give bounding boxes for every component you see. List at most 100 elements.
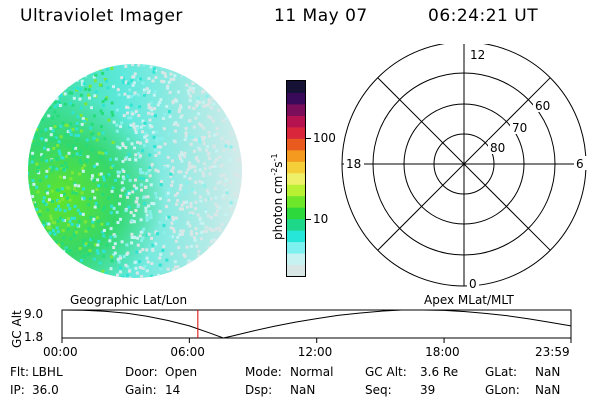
image-pixel: [207, 103, 211, 107]
image-pixel: [28, 230, 32, 234]
image-pixel: [204, 225, 208, 229]
geographic-title: Geographic Lat/Lon: [70, 293, 188, 307]
image-pixel: [58, 64, 61, 66]
image-pixel: [96, 204, 100, 208]
image-pixel: [192, 87, 196, 90]
image-pixel: [187, 122, 191, 126]
image-pixel: [59, 272, 63, 275]
image-pixel: [137, 64, 141, 67]
image-pixel: [212, 228, 216, 232]
image-pixel: [80, 191, 84, 195]
image-pixel: [226, 90, 230, 94]
image-pixel: [134, 209, 138, 212]
image-pixel: [48, 246, 52, 250]
image-pixel: [58, 251, 62, 255]
image-pixel: [74, 191, 78, 195]
image-pixel: [66, 217, 70, 221]
image-pixel: [154, 154, 158, 157]
image-pixel: [60, 242, 64, 246]
image-pixel: [109, 211, 113, 215]
image-pixel: [34, 261, 38, 264]
image-pixel: [181, 207, 185, 211]
image-pixel: [85, 138, 89, 142]
image-pixel: [98, 66, 102, 70]
image-pixel: [227, 97, 231, 101]
image-pixel: [64, 123, 68, 127]
image-pixel: [155, 139, 159, 143]
image-pixel: [67, 259, 71, 263]
image-pixel: [156, 169, 160, 173]
image-pixel: [233, 75, 237, 79]
colorbar-segment: [287, 253, 305, 266]
image-pixel: [140, 239, 144, 243]
image-pixel: [63, 64, 66, 65]
image-pixel: [110, 189, 114, 193]
image-pixel: [74, 146, 78, 150]
image-pixel: [229, 145, 233, 149]
image-pixel: [172, 272, 176, 276]
image-pixel: [176, 236, 180, 239]
image-pixel: [233, 114, 237, 118]
image-pixel: [163, 72, 167, 76]
image-pixel: [159, 197, 162, 201]
image-pixel: [90, 177, 94, 181]
image-pixel: [64, 134, 68, 138]
image-pixel: [188, 94, 192, 98]
image-pixel: [151, 79, 155, 83]
image-pixel: [175, 216, 178, 220]
image-pixel: [95, 138, 99, 142]
image-pixel: [196, 274, 200, 278]
image-pixel: [213, 161, 217, 164]
image-pixel: [57, 261, 61, 265]
image-pixel: [78, 152, 82, 156]
image-pixel: [112, 233, 116, 237]
image-pixel: [205, 94, 209, 98]
image-pixel: [56, 230, 60, 234]
image-pixel: [116, 88, 120, 92]
image-pixel: [166, 86, 170, 90]
image-pixel: [55, 188, 59, 192]
image-pixel: [69, 177, 73, 181]
image-pixel: [45, 105, 49, 109]
image-pixel: [58, 175, 62, 179]
image-pixel: [206, 197, 210, 201]
image-pixel: [64, 64, 68, 65]
image-pixel: [28, 250, 30, 254]
image-pixel: [85, 69, 89, 73]
image-pixel: [196, 278, 199, 281]
image-pixel: [196, 213, 200, 217]
image-pixel: [170, 180, 174, 184]
image-pixel: [233, 127, 237, 131]
image-pixel: [244, 194, 247, 197]
lat-label-70: 70: [512, 121, 527, 135]
image-pixel: [213, 187, 217, 190]
image-pixel: [150, 262, 154, 265]
image-pixel: [44, 128, 48, 132]
image-pixel: [240, 141, 242, 145]
image-pixel: [205, 267, 209, 271]
image-pixel: [125, 156, 129, 160]
image-pixel: [129, 103, 133, 107]
date-label: 11 May 07: [274, 6, 368, 26]
image-pixel: [142, 227, 146, 231]
image-pixel: [53, 132, 57, 136]
image-pixel: [193, 69, 197, 73]
image-pixel: [171, 101, 175, 105]
image-pixel: [80, 122, 84, 126]
image-pixel: [110, 66, 114, 70]
image-pixel: [201, 85, 205, 88]
image-pixel: [51, 116, 55, 120]
image-pixel: [106, 86, 110, 90]
image-pixel: [176, 191, 180, 195]
image-pixel: [130, 110, 134, 114]
image-pixel: [168, 115, 172, 119]
image-pixel: [145, 256, 149, 260]
image-pixel: [101, 230, 105, 234]
image-pixel: [205, 189, 209, 193]
image-pixel: [44, 97, 47, 101]
image-pixel: [224, 117, 228, 120]
image-pixel: [99, 155, 103, 159]
image-pixel: [63, 102, 67, 106]
image-pixel: [217, 256, 221, 260]
image-pixel: [70, 223, 74, 226]
